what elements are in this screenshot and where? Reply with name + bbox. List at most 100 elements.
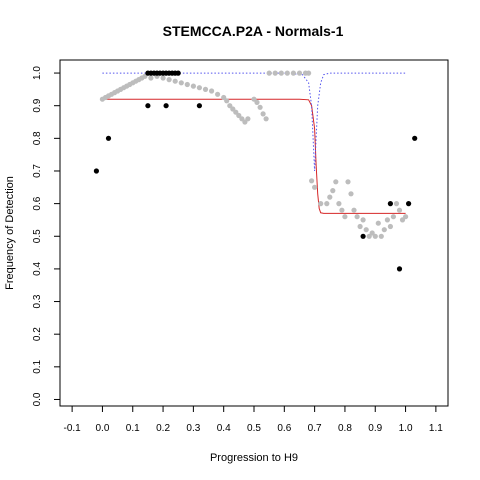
gray-point	[227, 103, 233, 109]
black-point	[406, 201, 412, 207]
gray-point	[290, 70, 296, 76]
x-axis-label: Progression to H9	[210, 452, 298, 464]
chart-title: STEMCCA.P2A - Normals-1	[163, 23, 344, 39]
gray-point	[257, 104, 263, 110]
y-tick-label: 0.3	[32, 294, 43, 308]
gray-point	[339, 207, 345, 213]
fit-curve	[102, 98, 406, 214]
black-point	[196, 103, 202, 109]
x-tick-label: 0.3	[186, 423, 200, 434]
x-tick-label: 0.4	[217, 423, 231, 434]
fit-lines	[102, 72, 406, 214]
y-axis-label: Frequency of Detection	[4, 176, 16, 290]
gray-point	[260, 111, 266, 117]
black-point	[360, 233, 366, 239]
gray-point	[372, 233, 378, 239]
gray-point	[387, 223, 393, 230]
gray-point	[369, 230, 375, 236]
y-tick-label: 0.0	[32, 392, 43, 406]
x-tick-label: 0.2	[156, 423, 170, 434]
gray-point	[309, 178, 315, 184]
gray-point	[354, 214, 360, 220]
gray-point	[366, 233, 372, 239]
gray-point	[330, 188, 336, 194]
gray-point	[278, 70, 284, 76]
y-tick-label: 0.5	[32, 229, 43, 243]
y-tick-label: 0.6	[32, 196, 43, 210]
data-points	[93, 70, 418, 272]
gray-point	[342, 214, 348, 220]
gray-point	[375, 220, 381, 226]
x-tick-label: 0.5	[247, 423, 261, 434]
gray-point	[403, 214, 409, 220]
gray-point	[148, 75, 154, 81]
gray-point	[399, 217, 406, 223]
y-tick-label: 0.4	[32, 262, 43, 276]
x-tick-label: 1.0	[399, 423, 413, 434]
gray-point	[390, 214, 396, 220]
gray-point	[318, 201, 324, 207]
gray-point	[272, 70, 278, 76]
gray-point	[221, 94, 227, 101]
gray-point	[357, 223, 363, 230]
black-point	[163, 103, 169, 109]
gray-point	[172, 78, 178, 84]
gray-point	[363, 227, 369, 233]
x-axis: -0.1 0.0 0.1 0.2 0.3 0.4 0.5 0.6 0.7 0.8 0.9 1.0 1.1	[64, 406, 443, 434]
x-tick-label: 1.1	[429, 423, 443, 434]
gray-point	[333, 179, 339, 185]
black-point	[105, 135, 112, 141]
gray-point	[348, 191, 354, 197]
gray-point	[245, 116, 251, 122]
y-tick-label: 1.0	[32, 66, 43, 80]
black-point	[396, 266, 403, 272]
gray-point	[196, 85, 202, 91]
y-tick-label: 0.2	[32, 327, 43, 341]
gray-point	[384, 217, 390, 223]
y-tick-label: 0.7	[32, 164, 43, 178]
gray-point	[324, 201, 330, 207]
gray-point	[393, 201, 400, 207]
y-tick-label: 0.8	[32, 131, 43, 145]
black-point	[412, 135, 418, 141]
gray-point	[202, 86, 209, 92]
gray-point	[296, 70, 303, 76]
black-point	[145, 103, 151, 109]
gray-point	[233, 109, 239, 115]
y-axis: 0.0 0.1 0.2 0.3 0.4 0.5 0.6 0.7 0.8 0.9 1.0	[32, 66, 60, 406]
gray-point	[209, 88, 215, 94]
gray-point	[266, 70, 272, 76]
gray-point	[336, 201, 342, 207]
gray-point	[396, 207, 403, 213]
gray-point	[236, 112, 242, 119]
gray-point	[312, 184, 318, 190]
gray-point	[360, 217, 366, 223]
gray-point	[327, 194, 333, 200]
gray-point	[190, 83, 196, 89]
x-tick-label: -0.1	[64, 423, 82, 434]
black-point	[93, 168, 99, 174]
x-tick-label: 0.0	[95, 423, 109, 434]
gray-point	[284, 70, 290, 76]
x-tick-label: 0.1	[126, 423, 140, 434]
gray-point	[381, 227, 387, 233]
x-tick-label: 0.7	[308, 423, 322, 434]
dotted-curve	[102, 72, 406, 172]
y-tick-label: 0.9	[32, 98, 43, 112]
gray-point	[263, 116, 269, 122]
gray-point	[178, 80, 184, 86]
black-point	[387, 201, 393, 207]
gray-point	[184, 81, 190, 88]
gray-point	[306, 70, 312, 76]
gray-point	[351, 207, 357, 213]
gray-point	[166, 77, 172, 83]
x-tick-label: 0.9	[368, 423, 382, 434]
gray-point	[345, 179, 351, 185]
black-point	[175, 70, 181, 76]
x-tick-label: 0.6	[277, 423, 291, 434]
gray-point	[215, 91, 221, 97]
gray-point	[254, 99, 260, 105]
gray-point	[160, 75, 166, 81]
